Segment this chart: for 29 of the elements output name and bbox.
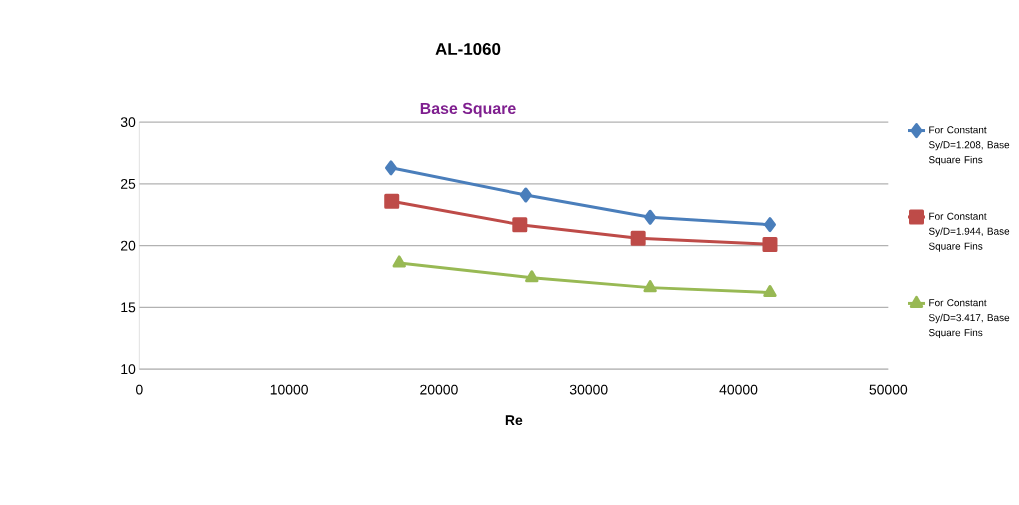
chart-subtitle: Base Square [420,102,516,118]
x-tick-label: 10000 [270,384,308,395]
point [643,280,657,293]
y-tick-label: 25 [120,178,136,189]
x-axis-title: Re [505,415,523,426]
point [763,285,777,298]
point [519,187,532,203]
point [630,230,646,246]
y-tick-label: 20 [120,240,136,251]
x-tick-label: 20000 [420,384,458,395]
point [512,217,528,233]
point [644,209,657,225]
point [763,217,776,233]
legend-label: For Constant Sy/D=1.208, Base Square Fins [928,126,1010,166]
point [384,193,400,209]
y-tick-label: 30 [120,117,136,128]
x-tick-label: 40000 [719,384,758,395]
legend-label: For Constant Sy/D=1.944, Base Square Fins [928,212,1010,252]
x-tick-label: 50000 [869,384,908,395]
chart-title: AL-1060 [435,42,501,55]
point [384,160,397,176]
y-tick-label: 15 [121,302,136,313]
point [762,236,778,252]
point [525,270,539,283]
y-tick-label: 10 [121,364,136,375]
x-tick-label: 0 [135,384,143,395]
legend-label: For Constant Sy/D=3.417, Base Square Fins [928,299,1010,339]
point [392,255,406,268]
x-tick-label: 30000 [569,384,608,395]
